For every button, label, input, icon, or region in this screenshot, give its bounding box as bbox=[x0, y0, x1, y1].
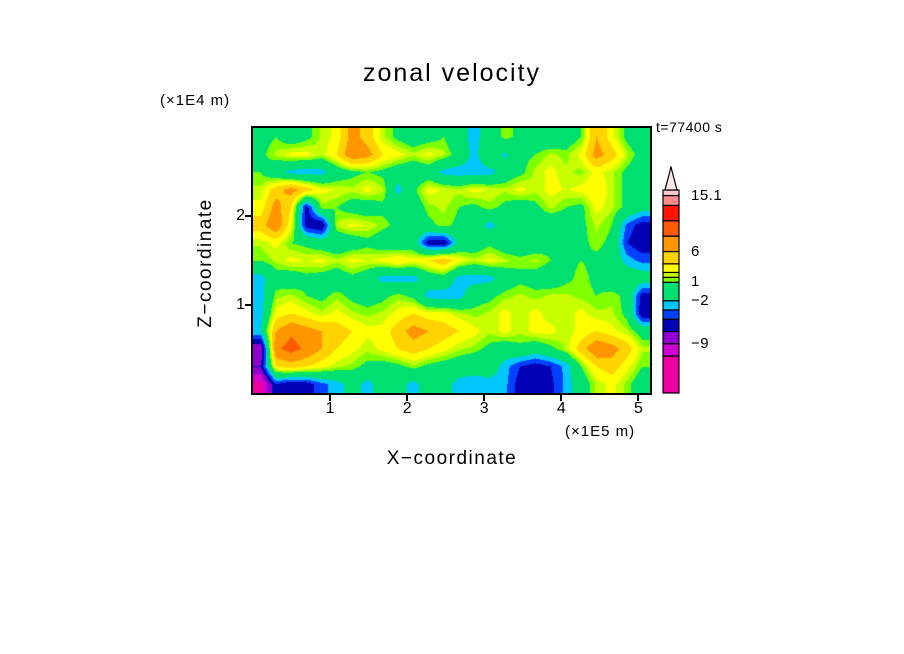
y-axis-unit-label: (×1E4 m) bbox=[160, 92, 231, 109]
y-axis-title: Z−coordinate bbox=[195, 198, 216, 328]
colorbar-segment bbox=[662, 271, 680, 278]
colorbar-segment bbox=[662, 343, 680, 357]
colorbar-scale bbox=[662, 164, 680, 394]
y-tick-label: 2 bbox=[236, 207, 245, 225]
contour-field-canvas bbox=[253, 128, 650, 393]
colorbar: 15.1 6 1 −2 −9 bbox=[661, 164, 791, 406]
colorbar-segment bbox=[662, 281, 680, 302]
colorbar-segment bbox=[662, 250, 680, 265]
plot-title: zonal velocity bbox=[362, 59, 542, 87]
x-tick-label: 1 bbox=[325, 400, 335, 417]
colorbar-label: 1 bbox=[691, 273, 700, 291]
y-tick-mark bbox=[245, 303, 251, 306]
colorbar-label: 6 bbox=[691, 242, 700, 260]
x-tick-mark bbox=[637, 395, 640, 401]
plot-frame bbox=[251, 126, 652, 395]
time-stamp-label: t=77400 s bbox=[656, 119, 723, 135]
colorbar-segment bbox=[662, 276, 680, 283]
colorbar-segment bbox=[662, 309, 680, 320]
colorbar-segment bbox=[662, 318, 680, 333]
x-axis-title: X−coordinate bbox=[386, 448, 518, 469]
colorbar-segment bbox=[662, 189, 680, 197]
x-tick-mark bbox=[329, 395, 332, 401]
colorbar-segment bbox=[662, 330, 680, 345]
x-tick-mark bbox=[560, 395, 563, 401]
colorbar-label: 15.1 bbox=[691, 186, 723, 204]
colorbar-segment bbox=[662, 300, 680, 311]
colorbar-segment bbox=[662, 204, 680, 222]
colorbar-segment bbox=[662, 263, 680, 274]
y-tick-label: 1 bbox=[236, 295, 245, 313]
x-axis-unit-label: (×1E5 m) bbox=[565, 423, 636, 440]
x-tick-label: 2 bbox=[402, 400, 412, 417]
x-tick-label: 4 bbox=[556, 400, 566, 417]
colorbar-segment bbox=[662, 194, 680, 206]
colorbar-segment bbox=[662, 235, 680, 253]
colorbar-segment bbox=[662, 355, 680, 394]
colorbar-label: −2 bbox=[691, 291, 710, 309]
x-tick-label: 3 bbox=[479, 400, 489, 417]
colorbar-label: −9 bbox=[691, 334, 710, 352]
x-tick-mark bbox=[406, 395, 409, 401]
colorbar-arrow-tip bbox=[664, 164, 678, 191]
x-tick-mark bbox=[483, 395, 486, 401]
colorbar-segment bbox=[662, 220, 680, 237]
x-tick-label: 5 bbox=[633, 400, 643, 417]
y-tick-mark bbox=[245, 215, 251, 218]
